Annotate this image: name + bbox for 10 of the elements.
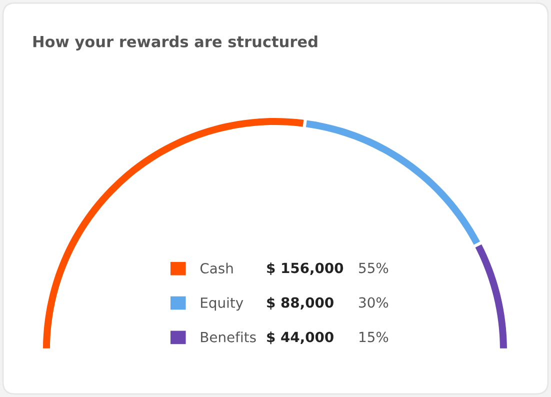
data-label: $ 88,000 xyxy=(267,296,334,310)
legend-label: Equity xyxy=(201,297,244,311)
legend-label: Benefits xyxy=(201,332,256,342)
legend-label: Cash xyxy=(200,262,233,274)
text: 15% xyxy=(360,332,388,342)
text: 30% xyxy=(359,297,388,308)
chart-title: How your rewards are structured xyxy=(33,36,318,50)
data-label: $ 44,000 xyxy=(267,332,334,344)
text: 55% xyxy=(359,262,388,274)
data-label: $ 156,000 xyxy=(267,262,344,276)
